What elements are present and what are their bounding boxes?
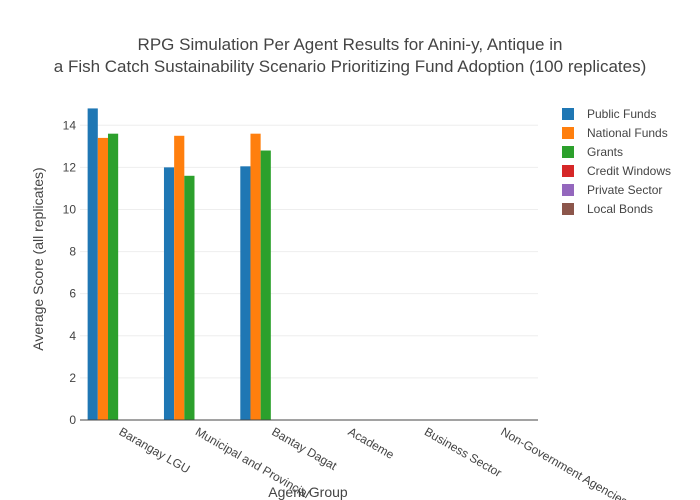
y-tick-label: 8 (69, 245, 76, 259)
bar[interactable] (97, 137, 108, 421)
x-tick-label: Non-Government Agencies (498, 424, 630, 500)
legend-label: Grants (587, 145, 623, 159)
legend-label: Private Sector (587, 183, 662, 197)
legend-item[interactable]: Local Bonds (562, 202, 653, 216)
x-tick-label: Bantay Dagat (269, 424, 340, 473)
legend-swatch (562, 203, 574, 215)
chart-title-line-1: RPG Simulation Per Agent Results for Ani… (138, 35, 563, 54)
x-axis-title: Agent Group (268, 484, 348, 500)
y-tick-label: 10 (63, 202, 77, 216)
y-tick-label: 0 (69, 413, 76, 427)
legend-swatch (562, 146, 574, 158)
bar[interactable] (240, 166, 251, 420)
chart-title: RPG Simulation Per Agent Results for Ani… (54, 35, 646, 76)
x-tick-label: Business Sector (422, 424, 504, 479)
legend-swatch (562, 127, 574, 139)
x-tick-label: Academe (346, 424, 397, 462)
legend-label: Local Bonds (587, 202, 653, 216)
bar[interactable] (163, 167, 175, 420)
y-tick-label: 14 (63, 118, 77, 132)
bars (87, 108, 271, 421)
legend-swatch (562, 108, 574, 120)
gridlines (80, 124, 538, 379)
legend-label: National Funds (587, 126, 668, 140)
legend-label: Public Funds (587, 107, 656, 121)
bar[interactable] (87, 108, 98, 420)
y-tick-label: 12 (63, 160, 77, 174)
legend-item[interactable]: National Funds (562, 126, 668, 140)
bar[interactable] (107, 133, 119, 420)
legend-item[interactable]: Private Sector (562, 183, 662, 197)
y-axis-title: Average Score (all replicates) (30, 167, 46, 350)
legend-item[interactable]: Public Funds (562, 107, 656, 121)
legend-item[interactable]: Credit Windows (562, 164, 671, 178)
bar[interactable] (184, 175, 195, 420)
legend[interactable]: Public Funds National Funds Grants Credit W… (562, 107, 671, 216)
y-tick-label: 6 (69, 287, 76, 301)
legend-swatch (562, 184, 574, 196)
legend-label: Credit Windows (587, 164, 671, 178)
bar[interactable] (174, 135, 185, 420)
y-tick-label: 2 (69, 371, 76, 385)
x-tick-label: Barangay LGU (117, 424, 193, 476)
y-tick-label: 4 (69, 329, 76, 343)
chart-title-line-2: a Fish Catch Sustainability Scenario Pri… (54, 57, 646, 76)
legend-item[interactable]: Grants (562, 145, 623, 159)
legend-swatch (562, 165, 574, 177)
bar[interactable] (260, 150, 271, 421)
bar[interactable] (250, 133, 261, 420)
